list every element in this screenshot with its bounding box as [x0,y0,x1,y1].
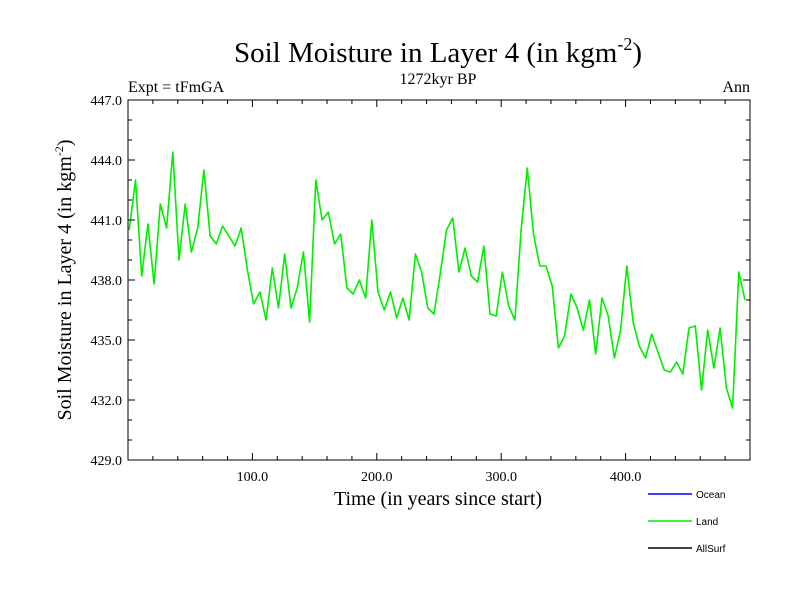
x-tick-label: 400.0 [610,470,642,485]
y-tick-label: 438.0 [91,274,123,289]
chart-subtitle: 1272kyr BP [400,71,477,88]
y-axis-label: Soil Moisture in Layer 4 (in kgm-2) [52,139,76,420]
legend: Ocean Land AllSurf [648,490,726,555]
y-tick-label: 444.0 [91,154,123,169]
y-tick-label: 429.0 [91,454,123,469]
y-tick-label: 435.0 [91,334,123,349]
chart-title: Soil Moisture in Layer 4 (in kgm-2) [234,34,642,69]
y-axis: 429.0 432.0 435.0 438.0 441.0 444.0 447.0 [91,94,750,469]
y-tick-label: 447.0 [91,94,123,109]
series-layer [128,151,746,409]
x-tick-label: 300.0 [485,470,517,485]
x-axis: 100.0 200.0 300.0 400.0 [152,100,726,485]
legend-label-allsurf: AllSurf [696,544,726,555]
season-label: Ann [722,79,750,96]
y-tick-label: 432.0 [91,394,123,409]
series-line-land [128,151,746,409]
x-axis-label: Time (in years since start) [334,488,542,510]
legend-label-land: Land [696,517,718,528]
y-tick-label: 441.0 [91,214,123,229]
experiment-label: Expt = tFmGA [128,79,225,96]
x-tick-label: 100.0 [237,470,269,485]
x-tick-label: 200.0 [361,470,393,485]
legend-label-ocean: Ocean [696,490,725,501]
